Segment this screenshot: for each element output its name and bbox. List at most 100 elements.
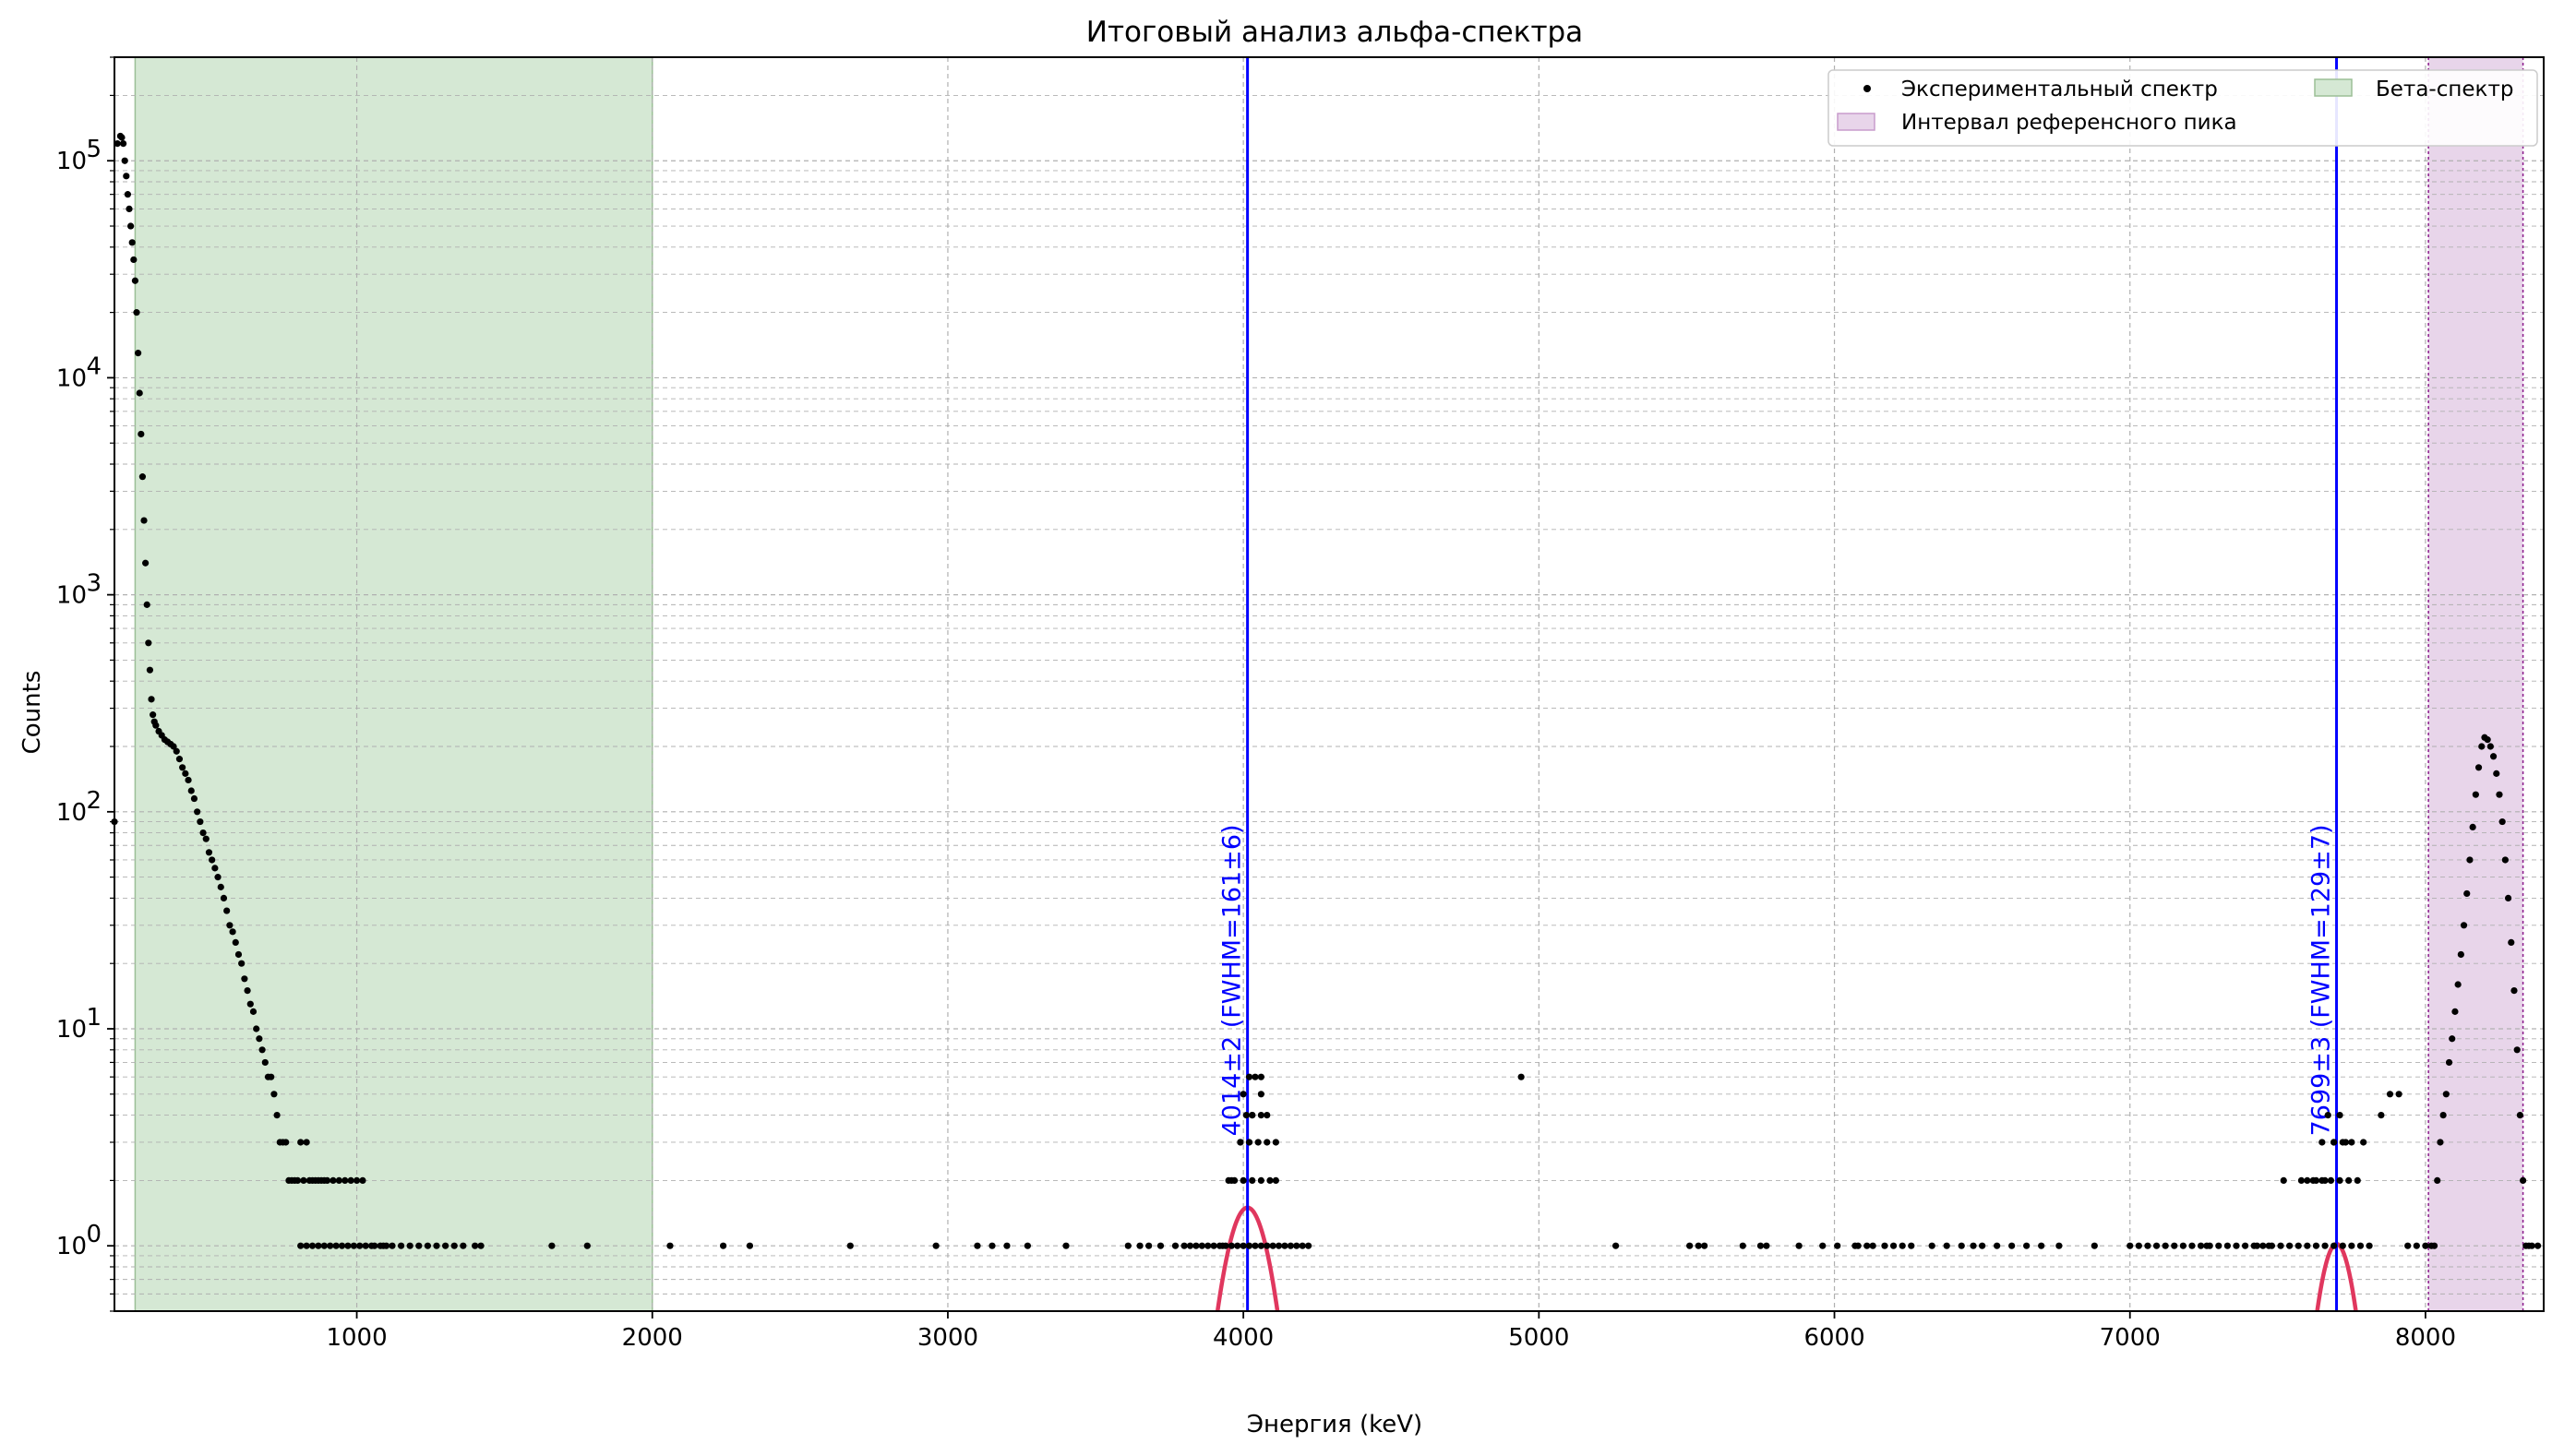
data-point [1240, 1091, 1247, 1098]
data-point [2324, 1112, 2331, 1119]
grid-lines [114, 56, 2544, 1312]
data-point [145, 639, 152, 647]
data-point [118, 134, 126, 141]
data-point [300, 1176, 307, 1184]
data-point [2327, 1176, 2335, 1184]
data-point [133, 309, 140, 316]
data-point [2304, 1242, 2311, 1249]
data-point [1928, 1242, 1935, 1249]
data-point [211, 865, 219, 872]
legend-label-beta: Бета-спектр [2376, 78, 2513, 101]
data-point [1269, 1242, 1276, 1249]
data-points [111, 132, 2542, 1249]
data-point [2253, 1242, 2261, 1249]
data-point [1254, 1139, 1262, 1146]
data-point [2318, 1139, 2326, 1146]
data-point [2330, 1139, 2338, 1146]
shaded-region-0 [135, 57, 653, 1311]
data-point [1943, 1242, 1950, 1249]
data-point [190, 794, 198, 803]
data-point [214, 874, 222, 881]
data-point [1272, 1176, 1279, 1184]
data-point [1304, 1242, 1312, 1249]
y-tick-label-2: 10 [56, 799, 87, 827]
data-point [2395, 1091, 2402, 1098]
data-point [2356, 1242, 2365, 1249]
data-point [2378, 1112, 2385, 1119]
data-point [1249, 1176, 1256, 1184]
y-tick-label-1: 10 [56, 1016, 87, 1044]
data-point [2259, 1242, 2267, 1249]
data-point [140, 517, 148, 524]
data-point [1264, 1139, 1271, 1146]
data-point [2223, 1242, 2231, 1249]
data-point [1204, 1242, 1212, 1249]
x-tick-label-1: 2000 [622, 1324, 683, 1352]
data-point [2442, 1091, 2450, 1098]
data-point [234, 950, 243, 959]
data-point [2513, 1046, 2521, 1054]
data-point [2508, 938, 2515, 947]
data-point [356, 1242, 364, 1249]
data-point [131, 277, 139, 284]
data-point [1257, 1112, 1264, 1119]
data-point [2162, 1242, 2169, 1249]
x-tick-label-6: 7000 [2100, 1324, 2161, 1352]
peak-label-0: 4014±2 (FWHM=161±6) [1218, 824, 1247, 1136]
y-tick-exponent-1: 1 [86, 1004, 102, 1032]
data-point [273, 1112, 281, 1119]
data-point [114, 139, 121, 148]
chart-title: Итоговый анализ альфа-спектра [1086, 16, 1583, 49]
data-point [173, 747, 180, 755]
data-point [1180, 1242, 1188, 1249]
data-point [1257, 1091, 1264, 1098]
data-point [1198, 1242, 1205, 1249]
data-point [323, 1176, 331, 1184]
y-tick-exponent-2: 2 [86, 787, 102, 815]
data-point [1994, 1242, 2001, 1249]
data-point [2460, 922, 2468, 929]
data-point [150, 711, 157, 719]
data-point [143, 601, 150, 608]
data-point [297, 1139, 305, 1146]
data-point [362, 1242, 369, 1249]
shaded-regions [134, 57, 2524, 1311]
data-point [229, 928, 236, 936]
data-point [2504, 894, 2512, 902]
data-point [1908, 1242, 1915, 1249]
data-point [2336, 1112, 2343, 1119]
data-point [2519, 1176, 2527, 1184]
legend-label-spectrum: Экспериментальный спектр [1901, 78, 2218, 101]
data-point [2451, 1008, 2459, 1015]
data-point [1186, 1242, 1194, 1249]
data-point [1245, 1073, 1253, 1080]
data-point [1281, 1242, 1288, 1249]
y-tick-label-0: 10 [56, 1233, 87, 1260]
data-point [1795, 1242, 1803, 1249]
data-point [2498, 818, 2506, 826]
data-point [315, 1242, 322, 1249]
plot-frame [114, 56, 2545, 1312]
data-point [1834, 1242, 1841, 1249]
data-point [344, 1242, 352, 1249]
data-point [341, 1176, 349, 1184]
data-point [2478, 743, 2486, 750]
data-point [241, 975, 248, 983]
x-tick-label-3: 4000 [1213, 1324, 1274, 1352]
data-point [2321, 1242, 2329, 1249]
data-point [1869, 1242, 1876, 1249]
data-point [2277, 1242, 2284, 1249]
data-point [1695, 1242, 1702, 1249]
data-point [2469, 823, 2476, 831]
data-point [2474, 764, 2483, 771]
data-point [1242, 1112, 1250, 1119]
y-tick-label-3: 10 [56, 582, 87, 610]
data-point [128, 239, 136, 246]
data-point [2528, 1242, 2535, 1249]
data-point [415, 1242, 423, 1249]
data-point [217, 883, 224, 890]
peak-label-1: 7699±3 (FWHM=129±7) [2307, 824, 2336, 1136]
data-point [303, 1242, 310, 1249]
data-point [442, 1242, 449, 1249]
data-point [2055, 1242, 2063, 1249]
